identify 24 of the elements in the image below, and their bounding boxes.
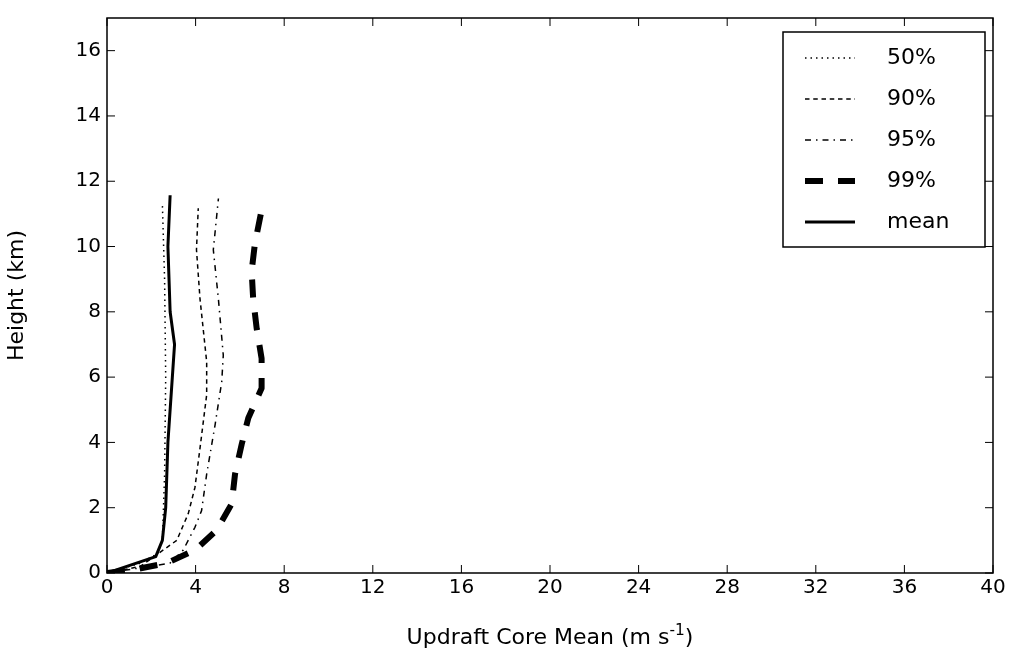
y-tick-label: 10 (75, 232, 101, 257)
x-tick-label: 40 (980, 574, 1006, 599)
x-tick-label: 12 (360, 574, 386, 599)
x-tick-label: 8 (277, 574, 291, 599)
legend-label: mean (887, 207, 950, 233)
x-tick-label: 36 (891, 574, 918, 599)
x-tick-label: 24 (625, 574, 652, 599)
x-tick-label: 16 (448, 574, 475, 599)
y-axis-title: Height (km) (2, 229, 28, 362)
legend-label: 95% (887, 125, 936, 151)
x-tick-label: 4 (189, 574, 202, 599)
x-tick-label: 20 (537, 574, 563, 599)
y-tick-label: 8 (88, 298, 101, 323)
y-tick-label: 4 (88, 428, 101, 453)
legend-label: 90% (887, 84, 936, 110)
y-tick-label: 6 (88, 363, 101, 388)
x-tick-label: 32 (803, 574, 829, 599)
y-tick-label: 16 (75, 36, 101, 61)
y-tick-label: 12 (75, 167, 101, 192)
y-tick-label: 14 (75, 102, 101, 127)
legend-label: 50% (887, 43, 936, 69)
y-tick-label: 2 (88, 493, 101, 518)
x-tick-label: 28 (714, 574, 740, 599)
legend-label: 99% (887, 166, 936, 192)
